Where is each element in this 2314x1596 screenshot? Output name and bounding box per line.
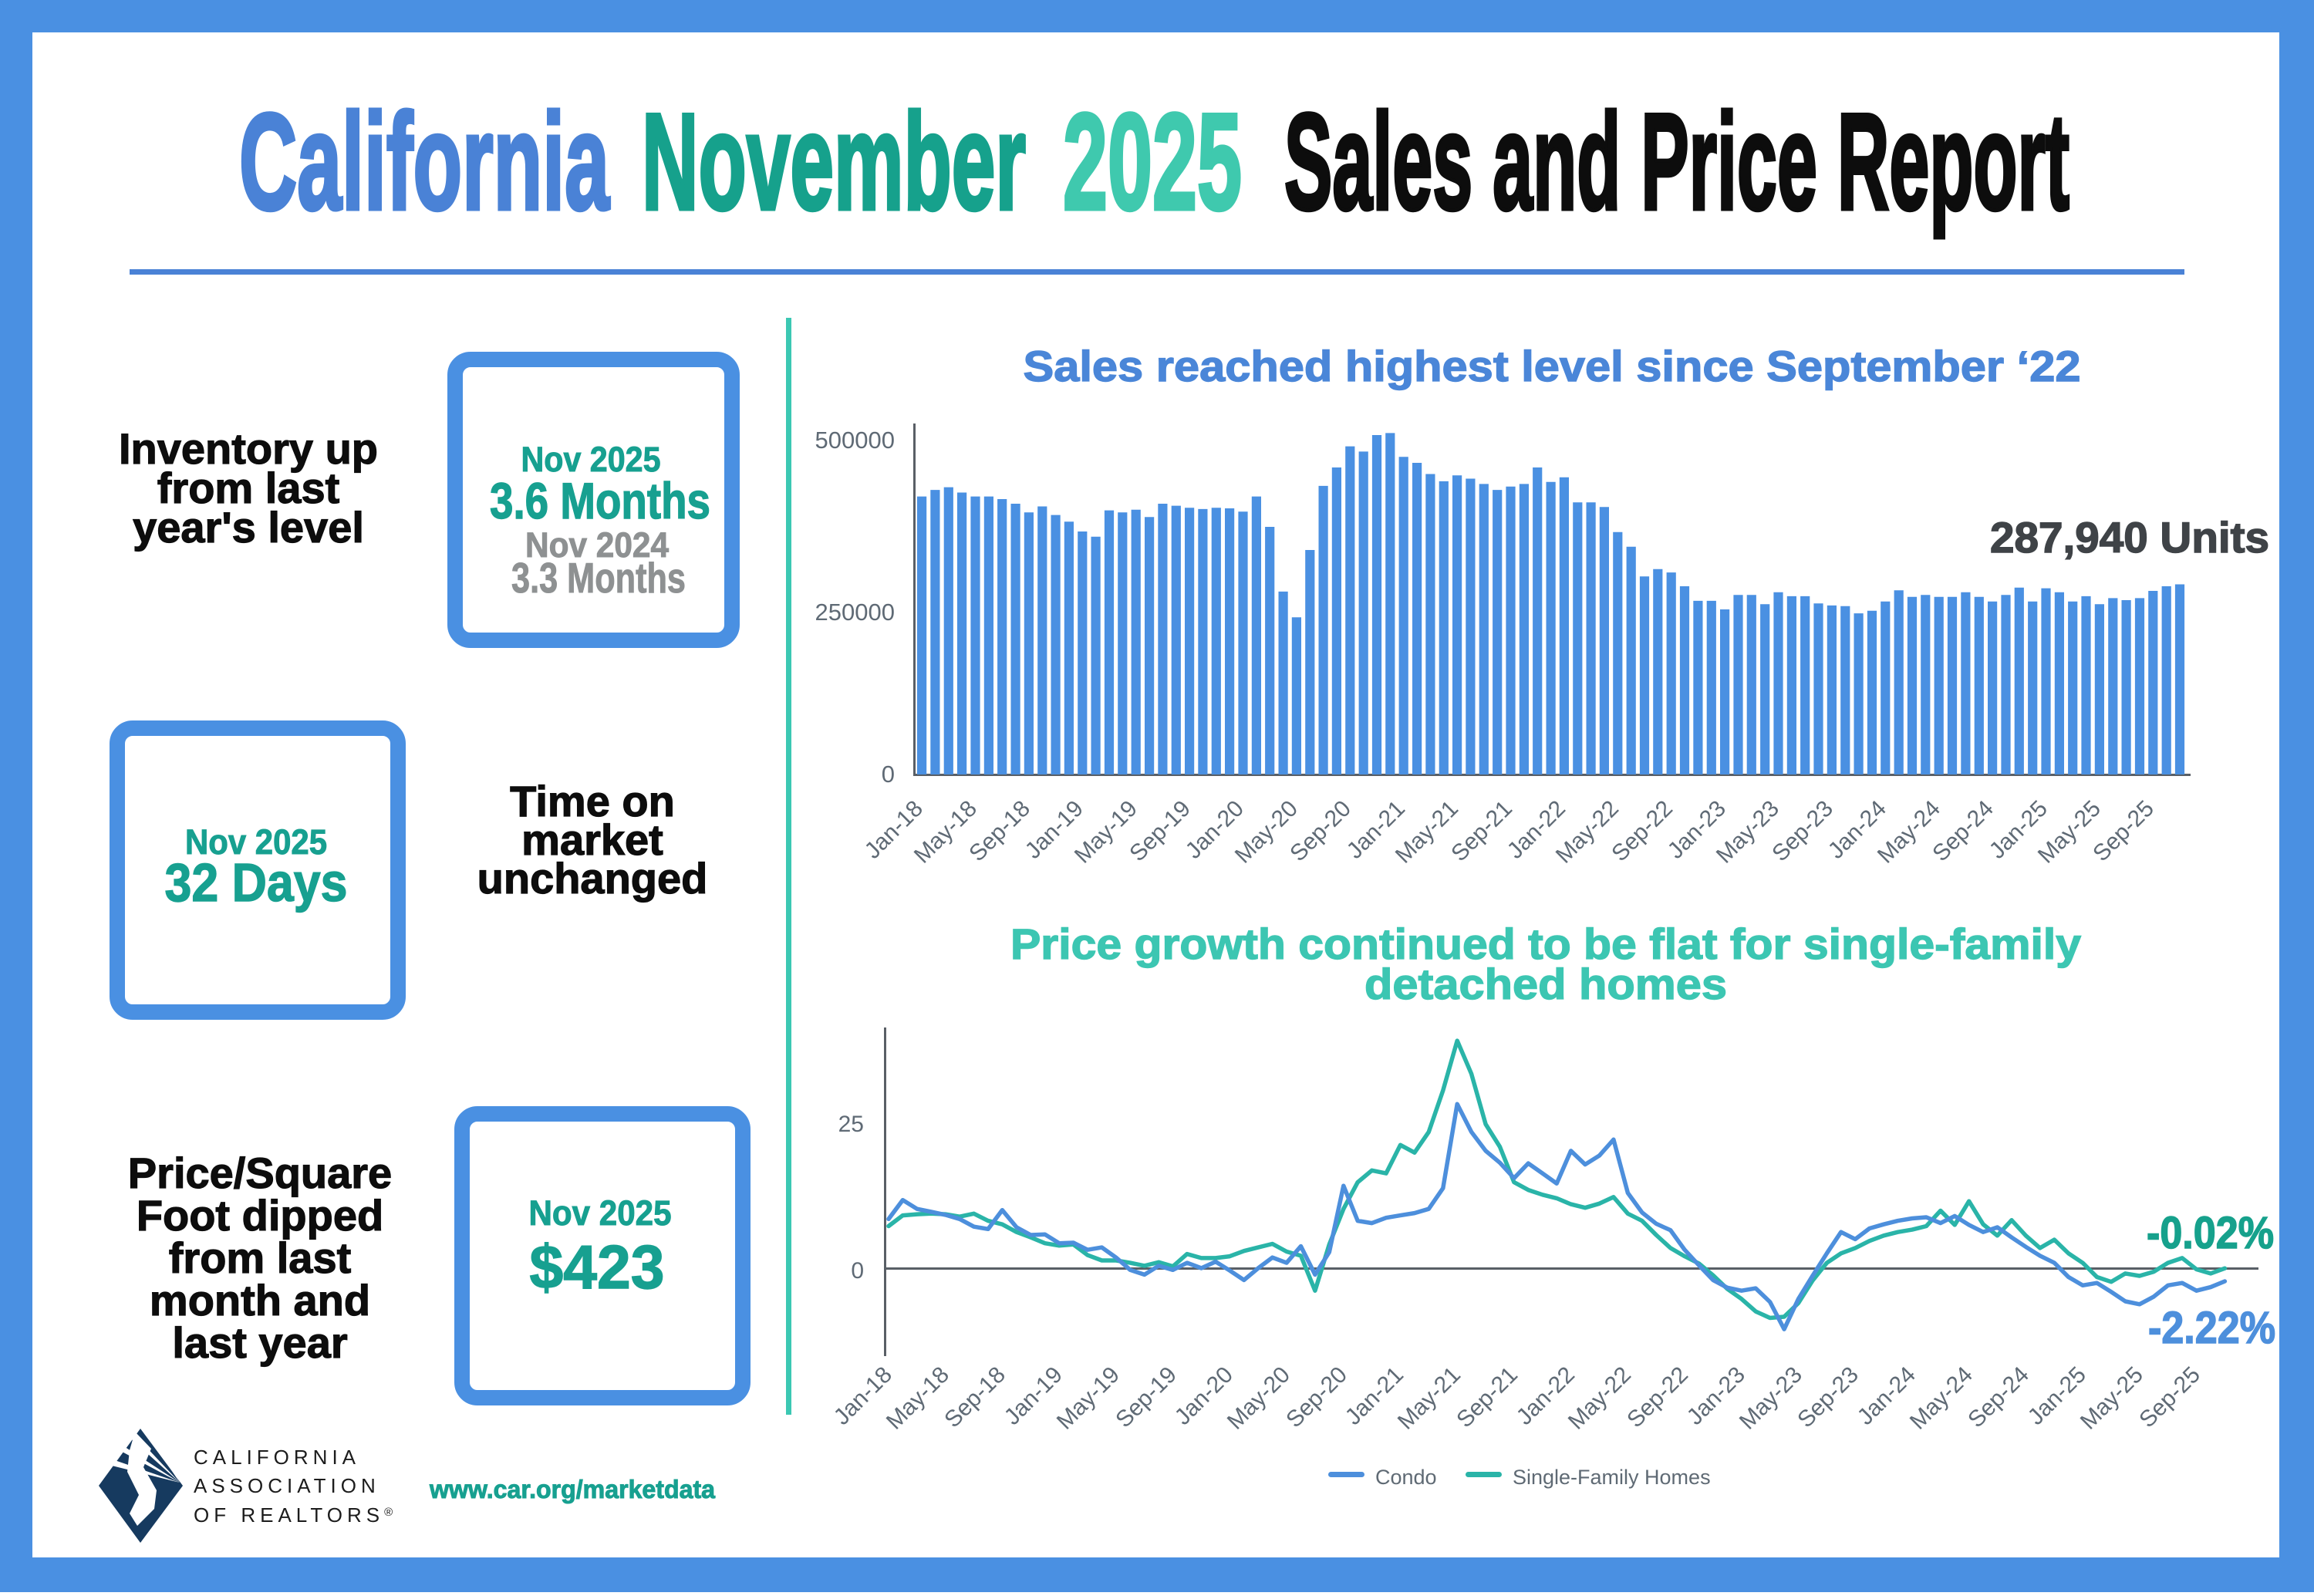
svg-text:OF REALTORS®: OF REALTORS® bbox=[194, 1503, 397, 1527]
svg-text:California: California bbox=[239, 85, 610, 238]
svg-text:Nov 2025: Nov 2025 bbox=[521, 440, 661, 479]
svg-text:month and: month and bbox=[150, 1276, 370, 1324]
svg-text:25: 25 bbox=[838, 1112, 864, 1137]
svg-text:from last: from last bbox=[157, 464, 340, 512]
svg-text:detached homes: detached homes bbox=[1364, 960, 1727, 1008]
svg-text:3.3 Months: 3.3 Months bbox=[511, 554, 686, 602]
svg-text:Time on: Time on bbox=[510, 777, 675, 825]
svg-text:Nov 2025: Nov 2025 bbox=[529, 1193, 672, 1233]
svg-text:Single-Family Homes: Single-Family Homes bbox=[1513, 1466, 1711, 1489]
svg-text:year's level: year's level bbox=[133, 503, 364, 552]
svg-text:Nov 2024: Nov 2024 bbox=[525, 525, 669, 565]
svg-text:Sales reached highest level si: Sales reached highest level since Septem… bbox=[1024, 342, 2081, 390]
svg-text:287,940 Units: 287,940 Units bbox=[1990, 513, 2269, 562]
svg-text:unchanged: unchanged bbox=[477, 854, 708, 903]
svg-text:November: November bbox=[642, 85, 1026, 238]
svg-text:3.6 Months: 3.6 Months bbox=[490, 472, 710, 529]
svg-text:market: market bbox=[521, 815, 663, 864]
svg-text:0: 0 bbox=[851, 1258, 864, 1284]
svg-text:Condo: Condo bbox=[1375, 1466, 1437, 1489]
svg-text:-0.02%: -0.02% bbox=[2147, 1208, 2274, 1258]
svg-text:$423: $423 bbox=[530, 1233, 665, 1301]
svg-text:from last: from last bbox=[169, 1233, 352, 1282]
svg-text:2025: 2025 bbox=[1063, 85, 1242, 238]
svg-text:Nov 2025: Nov 2025 bbox=[185, 822, 327, 862]
svg-text:Sales and Price Report: Sales and Price Report bbox=[1284, 85, 2069, 238]
svg-text:250000: 250000 bbox=[815, 599, 895, 626]
svg-text:32 Days: 32 Days bbox=[165, 852, 348, 913]
svg-text:Price growth continued to be f: Price growth continued to be flat for si… bbox=[1010, 919, 2081, 968]
svg-text:Inventory up: Inventory up bbox=[119, 424, 378, 473]
svg-text:Foot dipped: Foot dipped bbox=[137, 1191, 383, 1240]
svg-text:ASSOCIATION: ASSOCIATION bbox=[194, 1474, 380, 1497]
svg-text:-2.22%: -2.22% bbox=[2148, 1303, 2275, 1353]
svg-text:0: 0 bbox=[882, 761, 895, 788]
svg-text:Price/Square: Price/Square bbox=[128, 1149, 392, 1197]
svg-text:CALIFORNIA: CALIFORNIA bbox=[194, 1446, 360, 1469]
svg-text:www.car.org/marketdata: www.car.org/marketdata bbox=[429, 1475, 716, 1503]
svg-text:500000: 500000 bbox=[815, 427, 895, 454]
svg-text:last year: last year bbox=[172, 1318, 347, 1367]
